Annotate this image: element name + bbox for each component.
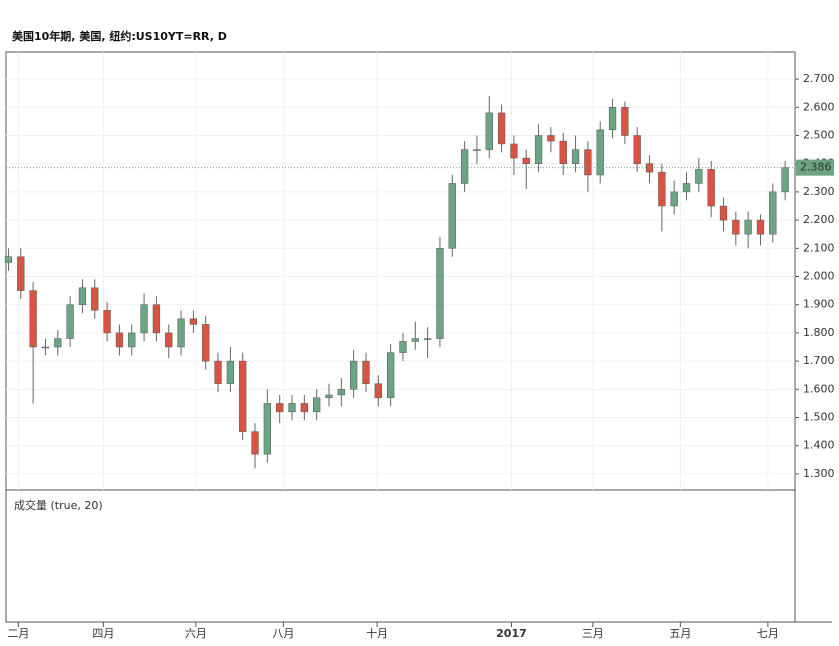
chart-title: 美国10年期, 美国, 纽约:US10YT=RR, D [12, 29, 227, 43]
x-tick-label: 2017 [496, 627, 527, 640]
x-tick-label: 六月 [185, 627, 207, 640]
candle-body [374, 383, 382, 399]
candle-body [732, 219, 740, 235]
last-price-label: 2.386 [800, 161, 832, 174]
y-tick-label: 2.700 [803, 72, 835, 85]
candle-body [325, 394, 333, 399]
candle-body [658, 171, 666, 207]
y-tick-label: 2.500 [803, 128, 835, 141]
candle-body [781, 167, 789, 193]
candle-body [140, 304, 148, 334]
candle-body [152, 304, 161, 334]
candle-body [214, 360, 222, 384]
candle-body [596, 129, 604, 176]
x-tick-label: 三月 [582, 627, 604, 640]
candle-body [41, 346, 50, 349]
candle-body [510, 143, 518, 159]
candle-body [54, 338, 62, 348]
candle-body [670, 191, 678, 207]
y-tick-label: 1.800 [803, 326, 835, 339]
candle-body [473, 149, 481, 151]
candle-body [313, 397, 321, 413]
x-tick-label: 二月 [7, 627, 29, 640]
candle-body [584, 149, 592, 176]
candle-body [436, 248, 444, 339]
y-tick-label: 1.500 [803, 411, 835, 424]
candle-body [350, 360, 358, 390]
candle-body [115, 332, 124, 348]
candle-body [251, 431, 259, 455]
candle-body [189, 318, 198, 325]
candle-body [226, 360, 235, 384]
volume-title: 成交量 (true, 20) [14, 498, 103, 512]
candle-body [547, 135, 555, 142]
x-tick-label: 十月 [366, 626, 388, 640]
candle-body [707, 169, 715, 207]
candle-body [645, 163, 654, 173]
y-tick-label: 2.600 [803, 100, 835, 113]
candle-body [769, 191, 777, 235]
candle-body [633, 135, 641, 164]
candle-body [337, 389, 345, 396]
y-tick-label: 2.100 [803, 241, 835, 254]
x-tick-label: 七月 [757, 627, 779, 640]
candle-body [719, 205, 728, 221]
y-tick-label: 1.600 [803, 382, 835, 395]
candle-body [128, 332, 136, 348]
candle-body [300, 403, 308, 413]
candle-body [448, 183, 456, 249]
candle-body [165, 332, 173, 348]
candle-body [78, 287, 87, 305]
candle-body [497, 112, 506, 145]
y-tick-label: 1.900 [803, 298, 835, 311]
candle-body [522, 157, 530, 164]
candle-body [386, 352, 395, 399]
candle-body [288, 403, 296, 413]
y-tick-label: 1.300 [803, 467, 835, 480]
candle-body [423, 338, 432, 340]
candle-body [362, 360, 370, 384]
candle-body [559, 140, 567, 164]
y-tick-label: 1.400 [803, 439, 835, 452]
candle-body [608, 107, 617, 131]
x-tick-label: 五月 [669, 627, 691, 640]
candle-body [202, 324, 210, 362]
last-price-box [796, 159, 834, 176]
candle-body [239, 360, 247, 432]
candle-body [91, 287, 99, 311]
candle-body [621, 107, 629, 136]
x-tick-label: 四月 [92, 627, 114, 640]
y-tick-label: 2.300 [803, 185, 835, 198]
candle-body [4, 256, 13, 263]
y-tick-label: 1.700 [803, 354, 835, 367]
candle-body [276, 403, 284, 413]
candle-body [411, 338, 419, 342]
candle-body [756, 219, 765, 235]
candle-body [485, 112, 493, 150]
y-tick-label: 2.000 [803, 269, 835, 282]
y-tick-label: 2.200 [803, 213, 835, 226]
frame [5, 51, 796, 623]
candle-body [66, 304, 74, 339]
candle-body [263, 403, 271, 455]
candle-body [695, 169, 703, 184]
candle-body [399, 341, 407, 353]
candle-body [17, 256, 25, 291]
candle-body [460, 149, 469, 184]
candle-body [103, 310, 111, 334]
candle-body [534, 135, 543, 164]
candle-body [744, 219, 752, 235]
candle-body [682, 183, 691, 193]
candle-body [29, 290, 37, 348]
candle-body [571, 149, 580, 164]
candle-body [177, 318, 185, 348]
x-tick-label: 八月 [272, 627, 294, 640]
